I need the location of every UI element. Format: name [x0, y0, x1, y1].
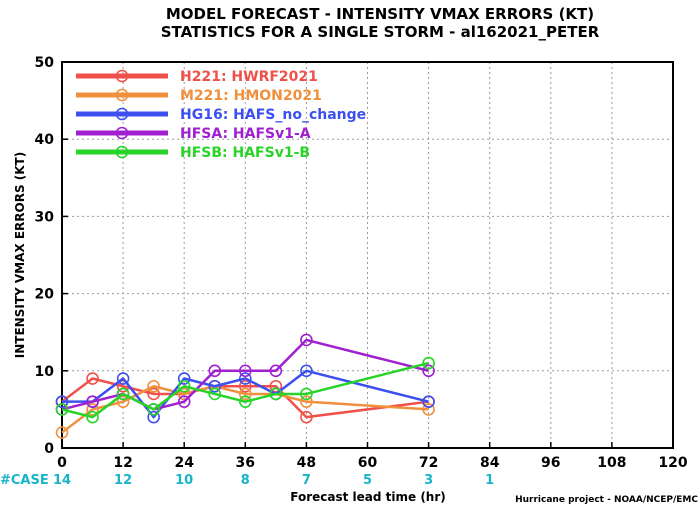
- series-point: [55, 395, 69, 408]
- series-point: [116, 395, 130, 408]
- legend-label: M221: HMON2021: [180, 88, 322, 104]
- case-count: 10: [175, 473, 193, 488]
- legend-swatch-marker: [115, 88, 129, 102]
- x-tick-label: 36: [236, 455, 255, 471]
- chart-title-line2: STATISTICS FOR A SINGLE STORM - al162021…: [161, 23, 600, 41]
- series-line: [62, 369, 429, 419]
- x-tick-label: 12: [113, 455, 132, 471]
- series-point: [177, 379, 191, 393]
- series-point: [422, 395, 435, 408]
- series-point: [269, 364, 283, 378]
- y-tick-label: 40: [35, 132, 55, 148]
- series-point: [177, 387, 191, 401]
- series-group: [55, 333, 435, 416]
- series-point: [86, 410, 99, 424]
- case-count: 12: [114, 473, 132, 488]
- y-tick-label: 20: [35, 287, 55, 303]
- y-tick-label: 50: [35, 55, 55, 71]
- series-point: [208, 379, 222, 393]
- x-tick-label: 24: [174, 455, 194, 471]
- series-point: [177, 372, 191, 385]
- case-count: 8: [241, 473, 250, 488]
- series-point: [239, 379, 252, 393]
- case-label: #CASE: [0, 473, 49, 488]
- series-point: [208, 387, 222, 401]
- series-point: [239, 387, 252, 401]
- series-point: [86, 403, 99, 416]
- series-point: [147, 379, 160, 393]
- x-tick-label: 120: [658, 455, 687, 471]
- series-point: [300, 410, 313, 424]
- series-point: [208, 364, 222, 378]
- series-point: [239, 395, 252, 408]
- y-tick-label: 0: [44, 441, 54, 457]
- series-point: [300, 387, 313, 401]
- case-count: 1: [485, 473, 494, 488]
- case-count: 3: [424, 473, 433, 488]
- series-point: [147, 403, 160, 416]
- series-point: [422, 356, 435, 370]
- series-point: [422, 403, 435, 416]
- series-line: [61, 361, 429, 419]
- series-line: [61, 338, 429, 411]
- x-tick-label: 96: [541, 455, 560, 471]
- legend-label: H221: HWRF2021: [180, 69, 318, 85]
- axis-ticks: 0 12 24 36 48 60 72 84 96 108 120 0 10 20 30 40 50: [35, 55, 688, 471]
- legend-swatch-marker: [115, 126, 129, 140]
- data-series: [55, 333, 435, 439]
- series-point: [86, 395, 99, 408]
- legend-label: HFSB: HAFSv1-B: [180, 145, 310, 161]
- series-point: [116, 387, 130, 401]
- series-point: [177, 395, 191, 408]
- x-tick-label: 60: [358, 455, 378, 471]
- series-point: [300, 364, 313, 378]
- series-point: [86, 372, 99, 385]
- credit-text: Hurricane project - NOAA/NCEP/EMC: [515, 495, 698, 505]
- y-tick-label: 30: [35, 209, 55, 225]
- legend-label: HFSA: HAFSv1-A: [180, 126, 311, 142]
- case-count: 7: [302, 473, 311, 488]
- case-count: 5: [363, 473, 372, 488]
- series-point: [147, 410, 160, 424]
- y-tick-label: 10: [35, 364, 55, 380]
- legend-swatch-marker: [115, 107, 129, 121]
- chart-title-line1: MODEL FORECAST - INTENSITY VMAX ERRORS (…: [166, 5, 594, 23]
- x-tick-label: 72: [419, 455, 438, 471]
- series-point: [269, 379, 283, 393]
- case-count-row: #CASE 14 12 10 8 7 5 3 1: [0, 473, 494, 488]
- x-tick-label: 0: [57, 455, 67, 471]
- plot-frame: [61, 61, 674, 449]
- legend-label: HG16: HAFS_no_change: [180, 107, 366, 123]
- x-tick-label: 108: [597, 455, 626, 471]
- y-axis-label: INTENSITY VMAX ERRORS (KT): [13, 152, 27, 358]
- series-point: [55, 426, 69, 439]
- series-point: [55, 403, 69, 416]
- x-tick-label: 48: [297, 455, 316, 471]
- x-axis-label: Forecast lead time (hr): [290, 490, 446, 504]
- legend-swatch-marker: [115, 69, 129, 83]
- series-point: [300, 395, 313, 408]
- series-group: [55, 356, 435, 424]
- series-point: [147, 387, 160, 401]
- x-tick-label: 84: [480, 455, 500, 471]
- series-point: [116, 372, 130, 385]
- series-point: [239, 372, 252, 385]
- series-point: [422, 364, 435, 378]
- legend: H221: HWRF2021 M221: HMON2021 HG16: HAFS_n…: [76, 69, 366, 161]
- series-point: [269, 387, 283, 401]
- series-point: [239, 364, 252, 378]
- legend-swatch-marker: [115, 145, 129, 159]
- series-point: [300, 333, 313, 347]
- case-count: 14: [53, 473, 71, 488]
- grid-lines: [62, 62, 673, 448]
